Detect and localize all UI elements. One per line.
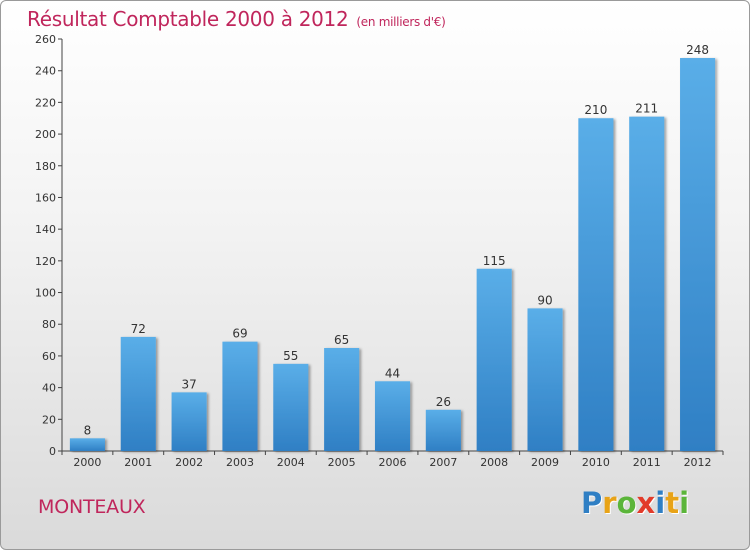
y-tick-label: 40 [42, 382, 56, 395]
logo-letter: i [655, 486, 666, 520]
y-tick-label: 160 [35, 191, 56, 204]
x-tick-label: 2009 [531, 456, 559, 469]
x-tick-label: 2003 [226, 456, 254, 469]
x-tick-label: 2006 [379, 456, 407, 469]
data-label: 248 [686, 43, 709, 57]
y-tick-label: 140 [35, 223, 56, 236]
x-tick-label: 2010 [582, 456, 610, 469]
y-tick-label: 180 [35, 160, 56, 173]
data-label: 26 [436, 395, 451, 409]
data-labels: 8 72 37 69 55 65 44 26 115 90 210 211 248 [84, 43, 709, 437]
x-tick-label: 2005 [328, 456, 356, 469]
chart-title-text: Résultat Comptable 2000 à 2012 [27, 7, 349, 31]
logo-letter: P [581, 486, 603, 520]
proxiti-logo[interactable]: Proxiti [581, 486, 689, 520]
bar [273, 363, 309, 451]
x-tick-label: 2002 [175, 456, 203, 469]
bar [324, 348, 360, 451]
x-tick-label: 2011 [633, 456, 661, 469]
data-label: 55 [283, 349, 298, 363]
x-tick-label: 2000 [73, 456, 101, 469]
data-label: 8 [84, 423, 92, 437]
logo-letter: x [636, 486, 656, 520]
bars [69, 58, 716, 452]
y-tick-label: 240 [35, 65, 56, 78]
data-label: 69 [232, 327, 247, 341]
y-tick-label: 220 [35, 96, 56, 109]
data-label: 37 [181, 377, 196, 391]
data-label: 44 [385, 366, 400, 380]
x-tick-label: 2008 [480, 456, 508, 469]
data-label: 72 [131, 322, 146, 336]
logo-letter: t [665, 486, 680, 520]
bar [629, 116, 665, 452]
bar [476, 268, 512, 451]
y-tick-label: 260 [35, 33, 56, 46]
bar [527, 308, 563, 451]
bar [222, 341, 258, 451]
chart-subtitle: (en milliers d'€) [356, 15, 446, 29]
y-tick-label: 60 [42, 350, 56, 363]
logo-letter: r [602, 486, 617, 520]
y-tick-label: 200 [35, 128, 56, 141]
data-label: 210 [584, 103, 607, 117]
bar [69, 438, 105, 451]
bar [680, 58, 716, 452]
y-tick-label: 80 [42, 318, 56, 331]
place-name: MONTEAUX [38, 496, 146, 518]
chart-title: Résultat Comptable 2000 à 2012 (en millie… [27, 7, 446, 31]
data-label: 90 [537, 293, 552, 307]
bar [120, 336, 156, 451]
x-tick-label: 2004 [277, 456, 305, 469]
data-label: 65 [334, 333, 349, 347]
y-tick-label: 100 [35, 287, 56, 300]
bar [171, 392, 207, 451]
bar [374, 381, 411, 451]
y-tick-label: 120 [35, 255, 56, 268]
logo-letter: o [616, 486, 637, 520]
logo-letter: i [679, 486, 690, 520]
x-tick-label: 2012 [684, 456, 712, 469]
data-label: 211 [635, 102, 658, 116]
y-tick-label: 20 [42, 413, 56, 426]
bar [425, 409, 461, 451]
axes: 0 20 40 60 80 100 120 140 160 180 200 220 240 260 2000… [35, 33, 724, 469]
x-tick-label: 2001 [124, 456, 152, 469]
data-label: 115 [483, 254, 506, 268]
x-tick-label: 2007 [429, 456, 457, 469]
y-tick-label: 0 [49, 445, 56, 458]
bar [578, 118, 614, 451]
